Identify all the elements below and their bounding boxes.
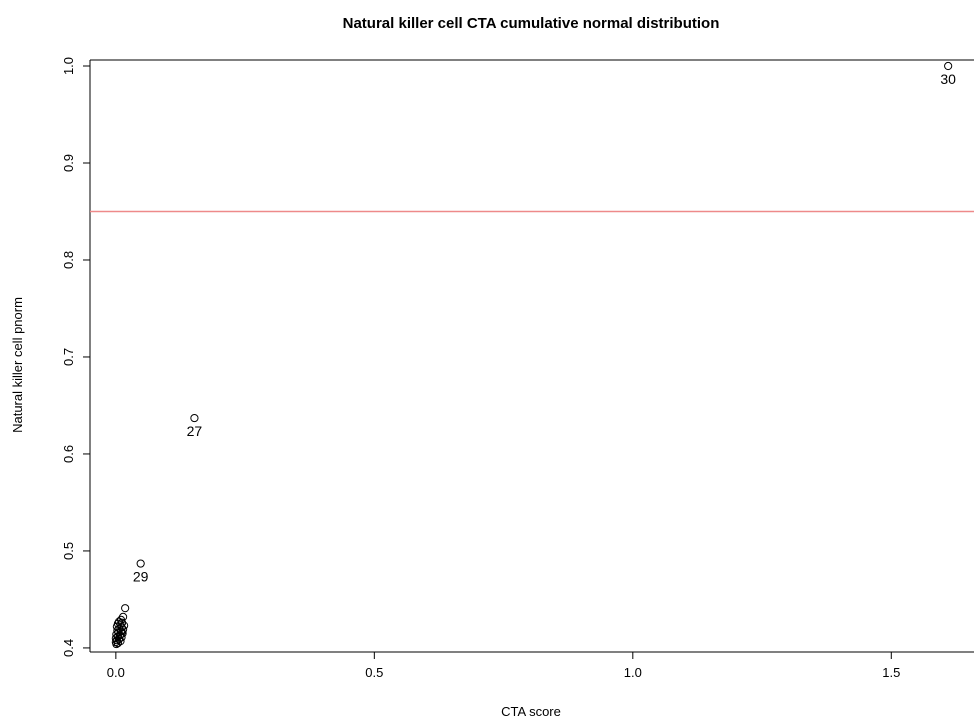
point-label: 30: [940, 71, 956, 87]
x-tick-label: 1.0: [624, 665, 642, 680]
x-axis: 0.0 0.5 1.0 1.5: [107, 652, 900, 680]
data-point: [190, 413, 199, 423]
chart-title: Natural killer cell CTA cumulative norma…: [343, 15, 720, 32]
data-point: [116, 637, 125, 646]
y-tick-label: 1.0: [61, 57, 76, 75]
y-tick-label: 0.6: [61, 445, 76, 463]
y-tick-label: 0.8: [61, 251, 76, 269]
point-label: 8: [119, 622, 127, 638]
y-tick-label: 0.7: [61, 348, 76, 366]
x-tick-label: 0.5: [365, 665, 383, 680]
data-point: [944, 61, 953, 71]
x-tick-label: 0.0: [107, 665, 125, 680]
data-point: [118, 629, 127, 638]
point-label: 29: [133, 569, 149, 585]
point-labels: 30 27 29 8: [119, 71, 956, 638]
data-point: [112, 639, 121, 649]
point-label: 27: [187, 423, 203, 439]
y-tick-label: 0.9: [61, 154, 76, 172]
y-tick-label: 0.4: [61, 639, 76, 657]
data-point: [113, 638, 123, 648]
data-point: [117, 633, 126, 642]
y-axis-label: Natural killer cell pnorm: [10, 297, 25, 433]
plot-area: 30 27 29 8: [89, 59, 974, 653]
data-points: [111, 61, 953, 649]
y-tick-label: 0.5: [61, 542, 76, 560]
x-axis-label: CTA score: [501, 704, 561, 719]
data-point: [136, 559, 145, 568]
data-point: [121, 604, 130, 613]
x-tick-label: 1.5: [882, 665, 900, 680]
y-axis: 0.4 0.5 0.6 0.7 0.8 0.9 1.0: [61, 57, 90, 657]
